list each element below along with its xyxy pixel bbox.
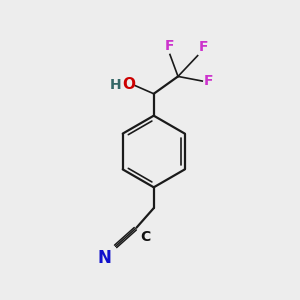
Text: O: O [123, 77, 136, 92]
Text: C: C [141, 230, 151, 244]
Text: H: H [110, 78, 122, 92]
Text: N: N [98, 248, 112, 266]
Text: F: F [199, 40, 208, 54]
Text: F: F [203, 74, 213, 88]
Text: F: F [165, 39, 175, 52]
